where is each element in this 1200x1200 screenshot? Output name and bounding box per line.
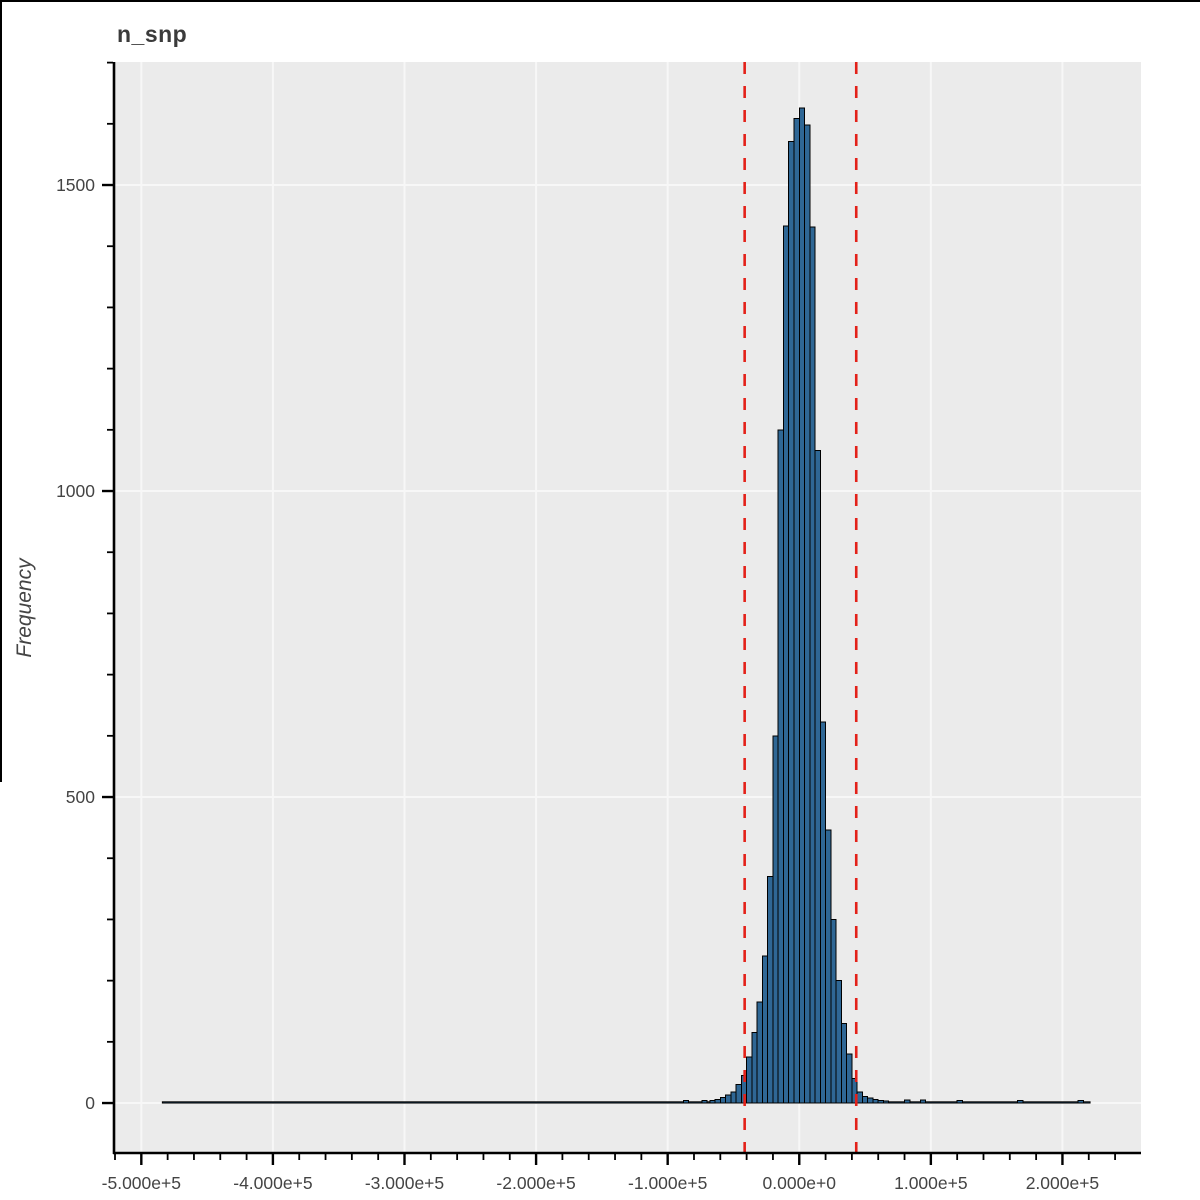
histogram-bar bbox=[767, 876, 774, 1104]
histogram-bar bbox=[809, 226, 816, 1104]
histogram-bar bbox=[772, 735, 779, 1104]
histogram-bar bbox=[861, 1095, 869, 1104]
window-edge-left bbox=[0, 0, 2, 782]
histogram-bar bbox=[1077, 1100, 1084, 1104]
x-tick-label: 1.000e+5 bbox=[894, 1173, 967, 1193]
histogram-bar bbox=[956, 1100, 963, 1104]
window-edge-top bbox=[0, 0, 1200, 2]
histogram-bar bbox=[701, 1100, 708, 1104]
histogram-bar bbox=[798, 107, 806, 1104]
histogram-bar bbox=[793, 117, 800, 1104]
histogram-bar bbox=[867, 1097, 874, 1104]
histogram-bar bbox=[746, 1056, 753, 1104]
histogram-bar bbox=[882, 1100, 890, 1104]
histogram-bar bbox=[709, 1100, 716, 1104]
x-tick-label: -5.000e+5 bbox=[102, 1173, 181, 1193]
histogram-bar bbox=[904, 1099, 911, 1104]
x-tick-label: -1.000e+5 bbox=[628, 1173, 707, 1193]
histogram-bar bbox=[788, 141, 795, 1104]
histogram-bar bbox=[719, 1097, 727, 1104]
x-tick-label: -3.000e+5 bbox=[365, 1173, 444, 1193]
histogram-bar bbox=[730, 1091, 737, 1104]
histogram-bar bbox=[819, 721, 827, 1104]
histogram-bar bbox=[840, 1022, 848, 1104]
histogram-bar bbox=[835, 980, 842, 1104]
histogram-bar bbox=[804, 124, 811, 1104]
histogram-bar bbox=[814, 450, 821, 1104]
y-tick-label: 0 bbox=[85, 1093, 95, 1113]
histogram-tail bbox=[888, 1101, 1091, 1104]
histogram-bar bbox=[830, 918, 837, 1104]
y-axis-label: Frequency bbox=[13, 558, 36, 658]
x-tick-label: 2.000e+5 bbox=[1026, 1173, 1099, 1193]
x-tick-label: 0.000e+0 bbox=[763, 1173, 837, 1193]
y-tick-label: 1500 bbox=[56, 175, 95, 195]
histogram-bar bbox=[682, 1100, 690, 1104]
histogram-bar bbox=[756, 1001, 763, 1104]
histogram-bar bbox=[851, 1078, 858, 1104]
histogram-tail bbox=[161, 1101, 716, 1104]
histogram-bar bbox=[856, 1091, 863, 1104]
x-tick-label: -2.000e+5 bbox=[496, 1173, 575, 1193]
plot-background bbox=[115, 62, 1141, 1152]
chart-title: n_snp bbox=[117, 21, 188, 47]
histogram-bar bbox=[872, 1098, 879, 1104]
y-tick-label: 500 bbox=[66, 787, 95, 807]
y-tick-label: 1000 bbox=[56, 481, 95, 501]
histogram-bar bbox=[761, 955, 769, 1104]
histogram-bar bbox=[846, 1053, 853, 1104]
histogram-bar bbox=[877, 1100, 884, 1104]
histogram-bar bbox=[825, 829, 832, 1104]
histogram-bar bbox=[714, 1098, 721, 1104]
histogram-bar bbox=[751, 1032, 758, 1104]
histogram-bar bbox=[725, 1094, 732, 1104]
x-tick-label: -4.000e+5 bbox=[233, 1173, 312, 1193]
histogram-bar bbox=[735, 1084, 742, 1104]
histogram-bar bbox=[782, 225, 790, 1104]
histogram-bar bbox=[777, 429, 784, 1104]
histogram-bar bbox=[1017, 1100, 1024, 1104]
histogram-bar bbox=[919, 1099, 927, 1104]
